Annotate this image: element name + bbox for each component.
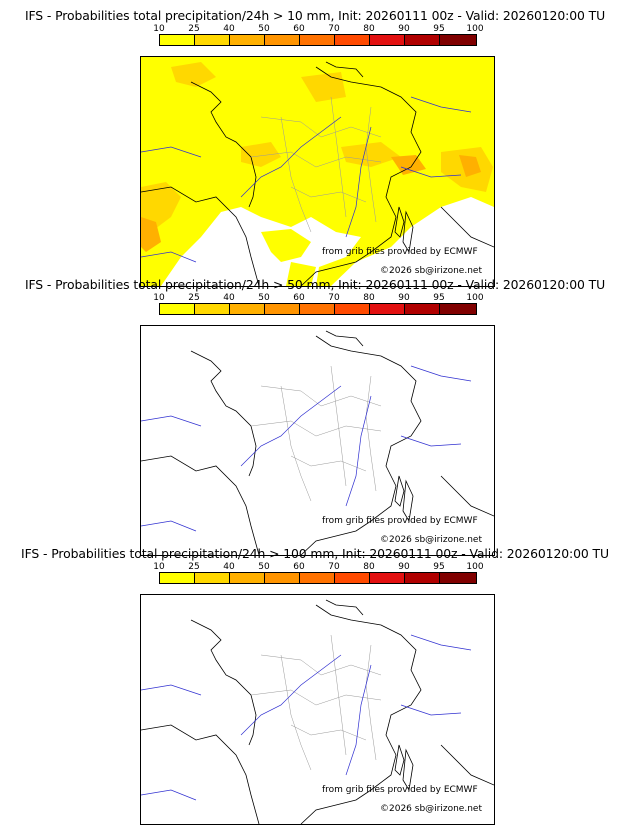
colorbar-segment — [300, 35, 335, 45]
map-canvas — [141, 599, 494, 824]
colorbar-tick: 80 — [363, 24, 375, 34]
precip-map — [140, 325, 495, 556]
rivers — [141, 96, 472, 263]
rivers — [141, 634, 472, 801]
colorbar-segment — [160, 573, 195, 583]
panel-title: IFS - Probabilities total precipitation/… — [24, 8, 606, 23]
colorbar-segment — [195, 35, 230, 45]
colorbar-segment — [335, 35, 370, 45]
colorbar-tick: 70 — [328, 562, 340, 572]
rivers — [141, 365, 472, 532]
colorbar-segment — [335, 304, 370, 314]
colorbar-segment — [440, 573, 476, 583]
map-panel-10mm: IFS - Probabilities total precipitation/… — [0, 8, 630, 287]
colorbar-tick: 40 — [223, 24, 235, 34]
colorbar-tick: 95 — [433, 293, 445, 303]
colorbar-tick: 100 — [466, 562, 484, 572]
colorbar-segment — [405, 304, 440, 314]
colorbar-tick: 80 — [363, 293, 375, 303]
panel-title: IFS - Probabilities total precipitation/… — [21, 546, 609, 561]
colorbar-segment — [370, 35, 405, 45]
copyright-text: ©2026 sb@irizone.net — [380, 266, 482, 276]
colorbar-segment — [440, 304, 476, 314]
colorbar-segment — [440, 35, 476, 45]
colorbar — [159, 303, 477, 315]
colorbar-segment — [230, 35, 265, 45]
admin-borders — [250, 96, 382, 233]
colorbar-segment — [300, 304, 335, 314]
coastlines — [141, 61, 494, 286]
colorbar-tick: 60 — [293, 293, 305, 303]
colorbar-tick: 50 — [258, 562, 270, 572]
colorbar-tick: 60 — [293, 562, 305, 572]
colorbar-segment — [265, 573, 300, 583]
colorbar-tick: 40 — [223, 562, 235, 572]
colorbar-tick: 100 — [466, 24, 484, 34]
admin-borders — [250, 634, 382, 771]
precip-map — [140, 594, 495, 825]
admin-borders — [250, 365, 382, 502]
colorbar-segment — [370, 573, 405, 583]
colorbar — [159, 34, 477, 46]
colorbar-segment — [160, 304, 195, 314]
colorbar-segment — [265, 35, 300, 45]
copyright-text: ©2026 sb@irizone.net — [380, 535, 482, 545]
colorbar-segment — [335, 573, 370, 583]
colorbar-tick: 60 — [293, 24, 305, 34]
colorbar-tick: 50 — [258, 293, 270, 303]
colorbar-tick: 100 — [466, 293, 484, 303]
map-canvas — [141, 330, 494, 555]
colorbar-tick: 90 — [398, 24, 410, 34]
coastlines — [141, 599, 494, 824]
colorbar-segment — [405, 573, 440, 583]
colorbar-segment — [370, 304, 405, 314]
colorbar-tick: 10 — [153, 562, 165, 572]
colorbar-tick: 70 — [328, 24, 340, 34]
colorbar-segment — [265, 304, 300, 314]
credit-text: from grib files provided by ECMWF — [322, 516, 478, 526]
credit-text: from grib files provided by ECMWF — [322, 785, 478, 795]
copyright-text: ©2026 sb@irizone.net — [380, 804, 482, 814]
colorbar-tick: 40 — [223, 293, 235, 303]
colorbar-segment — [230, 304, 265, 314]
coastlines — [141, 330, 494, 555]
colorbar-segment — [160, 35, 195, 45]
colorbar-tick: 80 — [363, 562, 375, 572]
colorbar-tick: 25 — [188, 562, 200, 572]
colorbar-segment — [230, 573, 265, 583]
colorbar-tick: 95 — [433, 24, 445, 34]
colorbar-tick: 90 — [398, 562, 410, 572]
colorbar-segment — [195, 304, 230, 314]
colorbar-segment — [405, 35, 440, 45]
colorbar-segment — [195, 573, 230, 583]
colorbar-segment — [300, 573, 335, 583]
map-panel-100mm: IFS - Probabilities total precipitation/… — [0, 546, 630, 825]
colorbar-tick: 10 — [153, 293, 165, 303]
colorbar — [159, 572, 477, 584]
colorbar-tick: 70 — [328, 293, 340, 303]
colorbar-tick: 25 — [188, 24, 200, 34]
map-panel-50mm: IFS - Probabilities total precipitation/… — [0, 277, 630, 556]
precip-map — [140, 56, 495, 287]
colorbar-tick: 95 — [433, 562, 445, 572]
colorbar-tick: 50 — [258, 24, 270, 34]
panel-title: IFS - Probabilities total precipitation/… — [24, 277, 606, 292]
colorbar-tick: 25 — [188, 293, 200, 303]
map-canvas — [141, 57, 494, 286]
colorbar-tick: 90 — [398, 293, 410, 303]
precip-shading — [141, 57, 494, 286]
credit-text: from grib files provided by ECMWF — [322, 247, 478, 257]
colorbar-tick: 10 — [153, 24, 165, 34]
